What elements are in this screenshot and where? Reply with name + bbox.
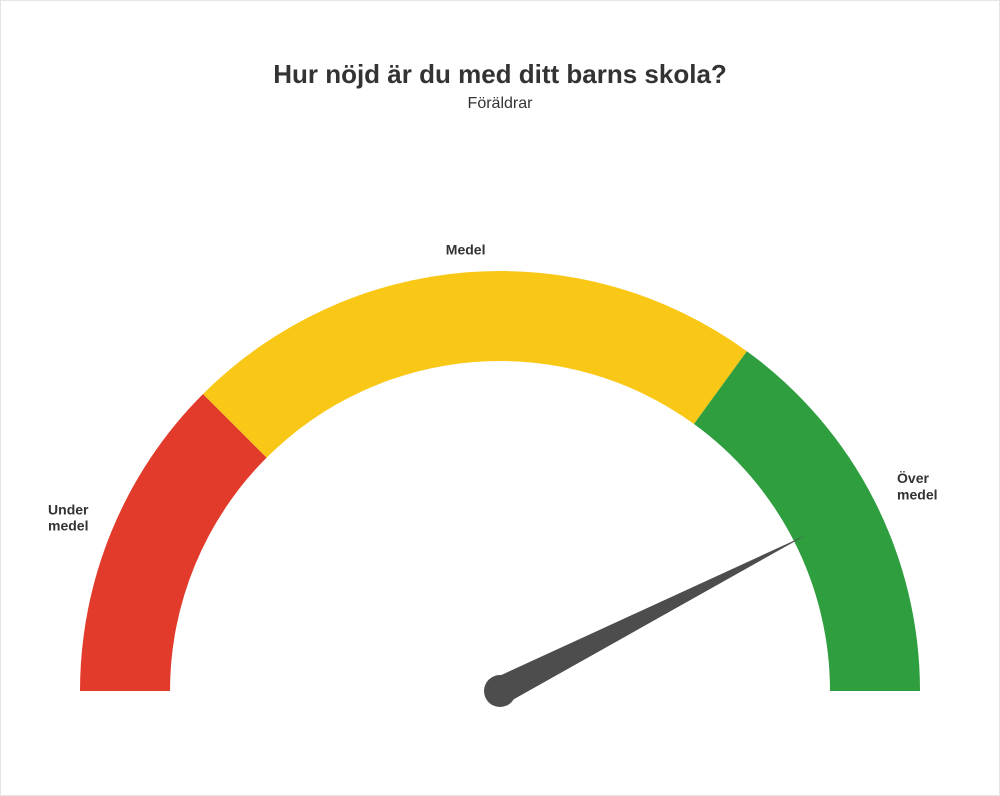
gauge-segment-2 xyxy=(694,351,920,691)
gauge-segment-0 xyxy=(80,394,267,691)
gauge-needle xyxy=(494,535,806,703)
gauge-label-under-medel: Undermedel xyxy=(48,502,89,534)
chart-subtitle: Föräldrar xyxy=(1,95,999,113)
gauge-chart: Undermedel Medel Övermedel xyxy=(1,151,999,751)
gauge-segment-1 xyxy=(203,271,747,458)
gauge-hub xyxy=(484,675,516,707)
gauge-label-over-medel: Övermedel xyxy=(897,470,937,502)
chart-title: Hur nöjd är du med ditt barns skola? xyxy=(1,59,999,90)
chart-frame: Hur nöjd är du med ditt barns skola? För… xyxy=(0,0,1000,796)
gauge-label-medel: Medel xyxy=(446,241,486,257)
